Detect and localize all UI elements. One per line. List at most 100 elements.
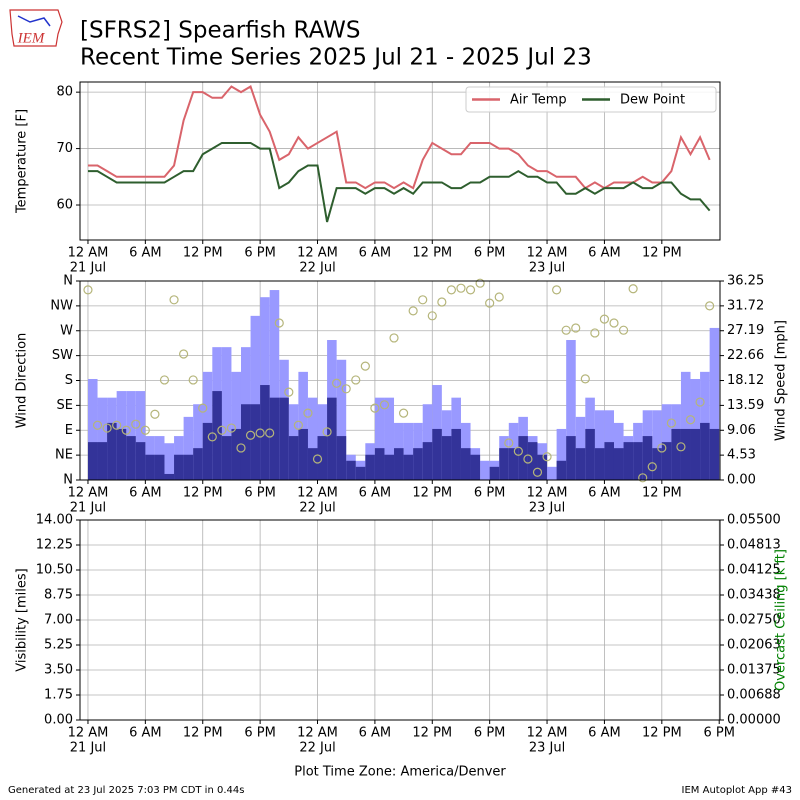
wind-bar <box>250 404 261 480</box>
y2-axis-label: Overcast Ceiling [k ft] <box>774 549 789 691</box>
legend-label: Dew Point <box>620 93 685 108</box>
wind-bar <box>585 428 595 480</box>
direction-point <box>465 285 476 295</box>
y2-tick-label: 0.01375 <box>727 663 781 678</box>
y-tick-label: SE <box>57 398 73 413</box>
direction-point <box>332 378 342 388</box>
x-tick-label: 12 PM <box>642 486 682 501</box>
direction-point <box>676 442 686 452</box>
wind-bar <box>633 442 643 480</box>
x-tick-label: 12 AM <box>297 726 338 741</box>
wind-bar <box>164 443 175 480</box>
wind-bar <box>336 436 347 480</box>
y-tick-label: W <box>60 323 73 338</box>
x-date-label: 22 Jul <box>299 261 335 276</box>
x-date-label: 23 Jul <box>529 261 565 276</box>
direction-point <box>427 311 437 321</box>
direction-point <box>179 349 189 359</box>
panel: 12 AM 6 AM 12 PM 6 PM 12 AM 6 AM 12 PM 6 PM 12 A… <box>15 513 789 780</box>
y-tick-label: 5.25 <box>44 638 73 653</box>
x-tick-label: 6 PM <box>703 726 734 741</box>
wind-bar <box>566 340 576 480</box>
wind-bar <box>231 371 241 480</box>
y-tick-label: S <box>65 373 73 388</box>
wind-bar <box>460 448 471 480</box>
wind-bar <box>652 410 662 480</box>
wind-bar <box>307 397 318 480</box>
x-tick-label: 6 PM <box>474 726 505 741</box>
y-axis-label: Temperature [F] <box>15 109 30 214</box>
y2-tick-label: 0.00000 <box>727 713 781 728</box>
wind-bar <box>623 442 634 480</box>
y2-tick-label: 0.03438 <box>727 588 781 603</box>
y2-tick-label: 22.66 <box>727 348 764 363</box>
y-tick-label: N <box>63 473 73 488</box>
wind-bar <box>432 428 442 480</box>
wind-bar <box>680 428 691 480</box>
x-tick-label: 6 AM <box>129 486 162 501</box>
y-tick-label: 60 <box>56 198 73 213</box>
wind-bar <box>642 436 653 480</box>
x-tick-label: 12 PM <box>183 246 223 261</box>
direction-point <box>695 397 705 407</box>
wind-bar <box>547 466 557 480</box>
y-tick-label: 3.50 <box>44 663 73 678</box>
chart-subtitle: Recent Time Series 2025 Jul 21 - 2025 Ju… <box>80 45 592 71</box>
panel: 12 AM 6 AM 12 PM 6 PM 12 AM 6 AM 12 PM 6 PM 12 A… <box>15 81 721 276</box>
x-tick-label: 6 PM <box>244 486 275 501</box>
wind-bar <box>403 422 414 480</box>
direction-point <box>351 375 361 385</box>
direction-point <box>599 314 610 324</box>
direction-point <box>83 285 93 295</box>
wind-bar <box>269 290 280 480</box>
wind-bar <box>202 422 213 480</box>
wind-bar <box>250 315 261 480</box>
wind-bar <box>240 404 251 480</box>
x-tick-label: 6 AM <box>359 486 392 501</box>
direction-point <box>542 452 552 462</box>
x-tick-label: 12 PM <box>412 726 452 741</box>
wind-bar <box>355 466 366 480</box>
direction-point <box>657 443 667 453</box>
direction-point <box>609 318 619 328</box>
y2-tick-label: 13.59 <box>727 398 764 413</box>
wind-bar <box>489 466 500 480</box>
wind-bar <box>126 436 136 480</box>
x-tick-label: 6 AM <box>588 486 621 501</box>
y2-tick-label: 27.19 <box>727 323 764 338</box>
wind-bar <box>193 404 203 480</box>
direction-point <box>571 323 581 333</box>
wind-bar <box>575 448 586 480</box>
logo-text: IEM <box>17 30 46 46</box>
wind-bar <box>680 371 691 480</box>
direction-point <box>647 462 657 472</box>
y-axis-label: Visibility [miles] <box>15 568 30 671</box>
wind-bar <box>518 436 528 480</box>
direction-point <box>140 425 150 435</box>
wind-bar <box>556 460 567 480</box>
y-tick-label: 1.75 <box>44 688 73 703</box>
direction-point <box>523 454 533 464</box>
wind-bar <box>384 454 395 480</box>
wind-bar <box>394 448 404 480</box>
direction-point <box>513 446 523 456</box>
direction-point <box>322 427 332 437</box>
y-tick-label: 14.00 <box>36 513 73 528</box>
wind-bar <box>441 436 452 480</box>
plot-frame <box>79 519 721 721</box>
wind-bar <box>604 442 614 480</box>
direction-point <box>303 408 313 418</box>
x-tick-label: 12 AM <box>297 486 338 501</box>
direction-point <box>532 467 543 477</box>
direction-point <box>131 419 141 429</box>
x-tick-label: 12 PM <box>412 246 452 261</box>
x-tick-label: 12 AM <box>527 726 568 741</box>
direction-point <box>207 432 217 442</box>
wind-bar <box>260 385 270 480</box>
direction-point <box>475 278 485 288</box>
x-tick-label: 6 AM <box>588 246 621 261</box>
direction-point <box>121 425 131 435</box>
y2-tick-label: 0.00688 <box>727 688 781 703</box>
direction-point <box>245 430 256 440</box>
